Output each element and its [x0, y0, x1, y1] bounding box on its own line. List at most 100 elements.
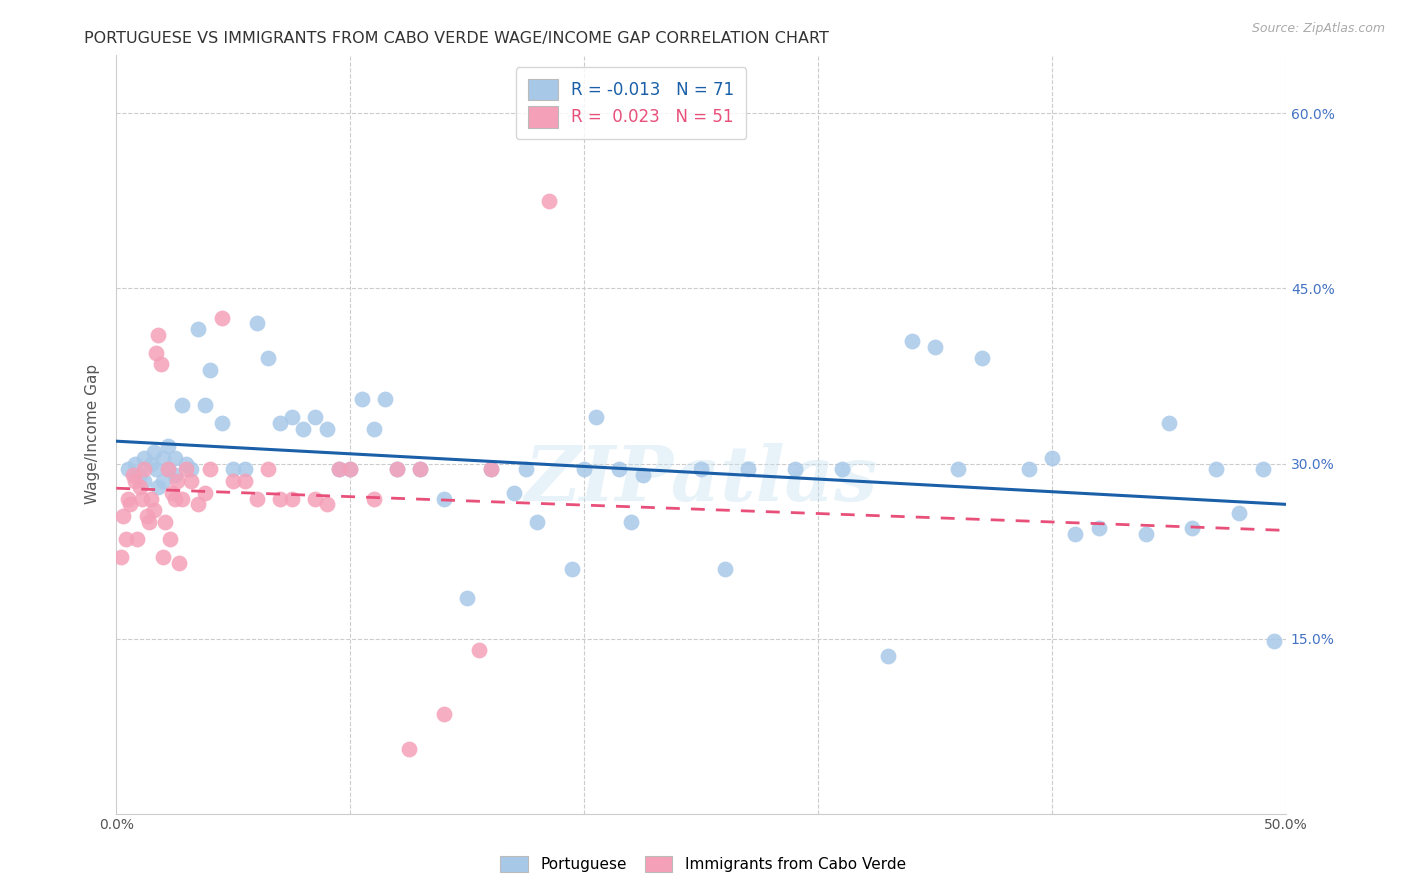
- Point: [831, 462, 853, 476]
- Point: [124, 474, 146, 488]
- Point: [131, 491, 153, 506]
- Point: [117, 462, 139, 476]
- Point: [328, 462, 350, 476]
- Point: [124, 457, 146, 471]
- Point: [503, 485, 526, 500]
- Point: [134, 474, 156, 488]
- Point: [141, 491, 163, 506]
- Point: [468, 643, 491, 657]
- Point: [713, 561, 735, 575]
- Point: [155, 515, 177, 529]
- Point: [292, 421, 315, 435]
- Point: [1251, 462, 1274, 476]
- Point: [156, 439, 179, 453]
- Point: [374, 392, 396, 407]
- Point: [572, 462, 595, 476]
- Point: [180, 462, 202, 476]
- Point: [1181, 521, 1204, 535]
- Point: [585, 409, 607, 424]
- Point: [117, 491, 139, 506]
- Point: [1205, 462, 1227, 476]
- Point: [121, 468, 143, 483]
- Point: [924, 340, 946, 354]
- Point: [363, 421, 385, 435]
- Point: [198, 363, 221, 377]
- Point: [1227, 506, 1250, 520]
- Text: Source: ZipAtlas.com: Source: ZipAtlas.com: [1251, 22, 1385, 36]
- Point: [162, 485, 184, 500]
- Point: [900, 334, 922, 348]
- Point: [166, 474, 188, 488]
- Point: [152, 474, 174, 488]
- Point: [257, 351, 280, 366]
- Point: [145, 462, 167, 476]
- Point: [169, 556, 191, 570]
- Point: [631, 468, 654, 483]
- Point: [1064, 526, 1087, 541]
- Point: [948, 462, 970, 476]
- Point: [280, 491, 302, 506]
- Point: [607, 462, 630, 476]
- Point: [1040, 450, 1063, 465]
- Point: [433, 707, 456, 722]
- Legend: R = -0.013   N = 71, R =  0.023   N = 51: R = -0.013 N = 71, R = 0.023 N = 51: [516, 67, 745, 139]
- Point: [1135, 526, 1157, 541]
- Point: [620, 515, 643, 529]
- Point: [176, 457, 198, 471]
- Point: [138, 515, 160, 529]
- Point: [315, 497, 337, 511]
- Point: [456, 591, 478, 605]
- Point: [690, 462, 713, 476]
- Point: [159, 533, 181, 547]
- Point: [163, 491, 186, 506]
- Point: [120, 497, 142, 511]
- Point: [339, 462, 361, 476]
- Point: [385, 462, 408, 476]
- Point: [152, 450, 174, 465]
- Point: [156, 462, 179, 476]
- Point: [339, 462, 361, 476]
- Point: [233, 474, 256, 488]
- Point: [304, 491, 326, 506]
- Point: [246, 317, 269, 331]
- Point: [170, 398, 193, 412]
- Point: [304, 409, 326, 424]
- Point: [187, 497, 209, 511]
- Point: [257, 462, 280, 476]
- Point: [363, 491, 385, 506]
- Point: [141, 457, 163, 471]
- Point: [148, 480, 170, 494]
- Point: [142, 503, 165, 517]
- Point: [148, 328, 170, 343]
- Point: [187, 322, 209, 336]
- Point: [280, 409, 302, 424]
- Point: [134, 462, 156, 476]
- Point: [112, 508, 135, 523]
- Point: [134, 450, 156, 465]
- Point: [479, 462, 502, 476]
- Point: [315, 421, 337, 435]
- Point: [145, 345, 167, 359]
- Point: [246, 491, 269, 506]
- Point: [211, 310, 233, 325]
- Point: [198, 462, 221, 476]
- Point: [233, 462, 256, 476]
- Point: [737, 462, 759, 476]
- Point: [561, 561, 583, 575]
- Point: [409, 462, 432, 476]
- Point: [433, 491, 456, 506]
- Point: [222, 474, 245, 488]
- Point: [1088, 521, 1111, 535]
- Point: [398, 742, 420, 756]
- Point: [538, 194, 561, 208]
- Point: [479, 462, 502, 476]
- Point: [128, 468, 150, 483]
- Point: [515, 462, 537, 476]
- Point: [1157, 416, 1180, 430]
- Point: [142, 445, 165, 459]
- Point: [152, 549, 174, 564]
- Point: [170, 491, 193, 506]
- Point: [128, 480, 150, 494]
- Point: [1018, 462, 1040, 476]
- Point: [149, 357, 172, 371]
